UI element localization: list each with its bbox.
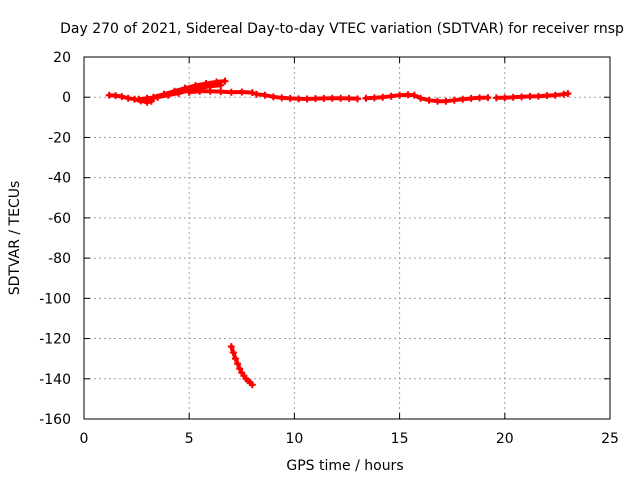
y-tick-label: -140 xyxy=(39,372,71,388)
data-point xyxy=(112,92,120,100)
series-arc-8 xyxy=(227,343,256,389)
y-tick-label: -100 xyxy=(39,291,71,307)
data-point xyxy=(492,94,500,102)
data-point xyxy=(192,82,200,90)
data-point xyxy=(320,94,328,102)
data-point xyxy=(543,92,551,100)
data-point xyxy=(387,92,395,100)
data-point xyxy=(370,94,378,102)
chart-title: Day 270 of 2021, Sidereal Day-to-day VTE… xyxy=(60,21,624,37)
data-point xyxy=(181,84,189,92)
y-tick-label: 0 xyxy=(62,90,71,106)
data-point xyxy=(170,87,178,95)
data-point xyxy=(149,93,157,101)
data-point xyxy=(227,88,235,96)
data-point xyxy=(238,88,246,96)
data-point xyxy=(534,92,542,100)
x-tick-label: 5 xyxy=(185,431,194,447)
data-point xyxy=(202,80,210,88)
data-point xyxy=(295,95,303,103)
axis-ticks xyxy=(83,56,611,420)
data-point xyxy=(227,343,235,351)
data-point xyxy=(362,94,370,102)
data-point xyxy=(501,94,509,102)
data-point xyxy=(303,95,311,103)
data-point xyxy=(518,93,526,101)
data-point xyxy=(269,93,277,101)
data-point xyxy=(410,91,418,99)
data-point xyxy=(425,96,433,104)
series-arc-3 xyxy=(149,77,229,101)
data-point xyxy=(337,94,345,102)
data-point xyxy=(467,94,475,102)
grid-lines xyxy=(84,57,610,419)
series-arc-4 xyxy=(185,87,256,97)
y-tick-label: -60 xyxy=(48,211,71,227)
data-point xyxy=(185,88,193,96)
y-tick-label: -120 xyxy=(39,332,71,348)
y-tick-label: 20 xyxy=(53,50,71,66)
series-arc-6 xyxy=(362,91,492,105)
data-point xyxy=(311,95,319,103)
y-tick-label: -40 xyxy=(48,171,71,187)
data-point xyxy=(221,77,229,85)
x-tick-label: 25 xyxy=(601,431,619,447)
data-point xyxy=(135,95,143,103)
data-point xyxy=(442,97,450,105)
data-point xyxy=(354,95,362,103)
x-axis-label: GPS time / hours xyxy=(286,458,403,474)
data-point xyxy=(417,94,425,102)
x-tick-label: 20 xyxy=(496,431,514,447)
y-tick-label: -160 xyxy=(39,412,71,428)
data-point xyxy=(476,94,484,102)
data-point xyxy=(459,95,467,103)
data-point xyxy=(396,91,404,99)
y-tick-label: -20 xyxy=(48,130,71,146)
data-point xyxy=(328,94,336,102)
y-tick-label: -80 xyxy=(48,251,71,267)
y-axis-label: SDTVAR / TECUs xyxy=(7,181,23,296)
data-point xyxy=(217,88,225,96)
data-point xyxy=(206,87,214,95)
x-tick-label: 0 xyxy=(80,431,89,447)
series-arc-7 xyxy=(492,90,572,102)
data-point xyxy=(229,349,237,357)
data-point xyxy=(433,97,441,105)
data-point xyxy=(236,365,244,373)
data-point xyxy=(509,93,517,101)
data-point xyxy=(213,78,221,86)
data-points xyxy=(105,77,572,389)
data-point xyxy=(261,91,269,99)
data-point xyxy=(253,90,261,98)
data-point xyxy=(248,89,256,97)
x-tick-label: 10 xyxy=(285,431,303,447)
series-arc-5 xyxy=(253,90,362,103)
data-point xyxy=(105,91,113,99)
data-point xyxy=(526,92,534,100)
data-point xyxy=(118,93,126,101)
data-point xyxy=(248,381,256,389)
data-point xyxy=(234,360,242,368)
data-point xyxy=(278,94,286,102)
data-point xyxy=(231,355,239,363)
data-point xyxy=(345,94,353,102)
data-point xyxy=(484,94,492,102)
data-point xyxy=(286,94,294,102)
data-point xyxy=(124,94,132,102)
data-point xyxy=(160,90,168,98)
x-tick-labels: 0 5 10 15 20 25 xyxy=(80,431,619,447)
data-point xyxy=(551,91,559,99)
plot-frame xyxy=(83,56,611,420)
series-trace xyxy=(494,91,570,100)
data-point xyxy=(379,93,387,101)
y-tick-labels: 20 0 -20 -40 -60 -80 -100 -120 -140 -160 xyxy=(39,50,71,428)
x-tick-label: 15 xyxy=(391,431,409,447)
data-point xyxy=(404,91,412,99)
data-point xyxy=(143,94,151,102)
data-point xyxy=(450,96,458,104)
data-point xyxy=(196,87,204,95)
data-point xyxy=(564,90,572,98)
series-trace xyxy=(363,92,490,104)
